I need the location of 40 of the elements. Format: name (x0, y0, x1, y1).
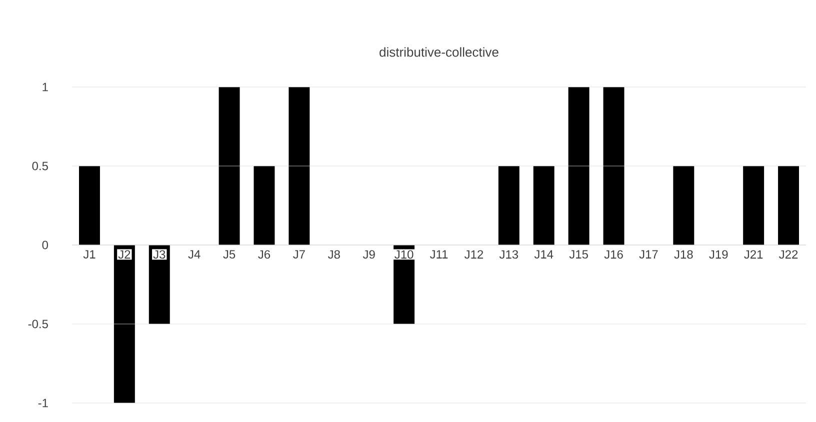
y-tick-label: -1 (38, 398, 48, 408)
x-tick-label: J19 (709, 250, 728, 259)
x-tick-label: J14 (534, 250, 554, 259)
bar (568, 86, 590, 245)
chart-title: distributive-collective (380, 47, 498, 57)
x-tick-label: J17 (639, 250, 658, 259)
x-tick-label: J16 (604, 250, 623, 259)
y-tick-label: 0.5 (32, 162, 48, 170)
x-tick-label: J3 (153, 250, 166, 259)
x-tick-label: J6 (258, 250, 270, 259)
bar (148, 244, 170, 324)
bar (79, 166, 100, 245)
bar (603, 86, 624, 245)
x-tick-label: J21 (744, 250, 763, 259)
bar (533, 166, 554, 245)
bar (743, 166, 764, 245)
x-tick-label: J5 (223, 250, 236, 259)
x-tick-label: J8 (328, 250, 340, 259)
x-tick-label: J15 (569, 250, 588, 259)
bar (114, 244, 135, 403)
bar (218, 86, 240, 245)
x-tick-label: J4 (188, 250, 200, 259)
x-tick-label: J7 (293, 250, 305, 259)
x-tick-label: J10 (394, 250, 414, 259)
bar (254, 166, 275, 245)
x-tick-label: J2 (118, 250, 130, 259)
bar (288, 86, 310, 245)
x-tick-label: J11 (430, 250, 448, 259)
y-tick-label: -0.5 (28, 320, 48, 328)
bar (778, 166, 800, 245)
y-tick-label: 0 (42, 240, 48, 250)
x-tick-label: J9 (362, 250, 375, 259)
bar (673, 166, 694, 245)
x-tick-label: J13 (499, 250, 518, 259)
x-tick-label: J18 (674, 250, 693, 259)
bar (498, 166, 520, 245)
x-tick-label: J22 (779, 250, 798, 259)
y-tick-label: 1 (42, 82, 48, 92)
x-tick-label: J12 (464, 250, 484, 259)
x-tick-label: J1 (83, 250, 96, 259)
